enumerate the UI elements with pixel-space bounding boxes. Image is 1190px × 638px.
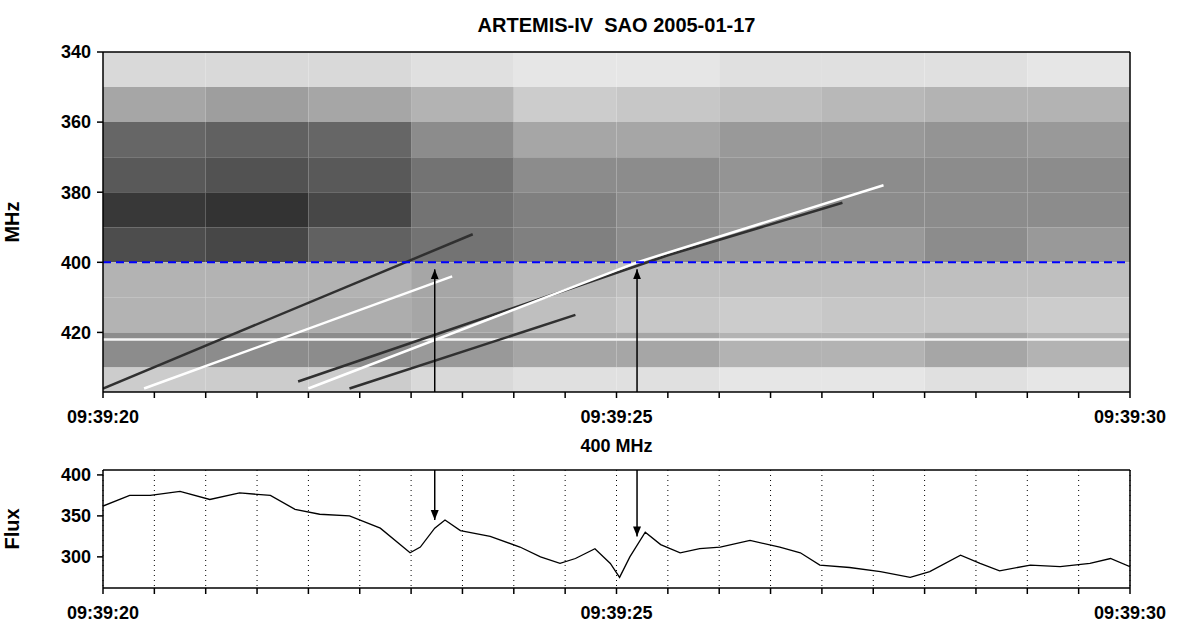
html-text:ARTEMIS-IV SAO 2005-01-17: ARTEMIS-IV SAO 2005-01-17 (477, 14, 756, 36)
svg-text:09:39:25: 09:39:25 (580, 407, 652, 427)
svg-text:09:39:25: 09:39:25 (580, 603, 652, 623)
svg-text:09:39:30: 09:39:30 (1094, 603, 1166, 623)
svg-text:09:39:20: 09:39:20 (67, 407, 139, 427)
svg-text:09:39:30: 09:39:30 (1094, 407, 1166, 427)
svg-text:350: 350 (61, 506, 91, 526)
svg-text:MHz: MHz (1, 201, 23, 242)
svg-text:380: 380 (61, 183, 91, 203)
svg-text:340: 340 (61, 42, 91, 62)
svg-text:09:39:20: 09:39:20 (67, 603, 139, 623)
svg-text:400: 400 (61, 253, 91, 273)
svg-text:300: 300 (61, 547, 91, 567)
svg-text:360: 360 (61, 112, 91, 132)
html-text:400 MHz: 400 MHz (580, 436, 653, 456)
svg-text:400: 400 (61, 465, 91, 485)
svg-text:Flux: Flux (1, 508, 23, 549)
svg-text:420: 420 (61, 323, 91, 343)
